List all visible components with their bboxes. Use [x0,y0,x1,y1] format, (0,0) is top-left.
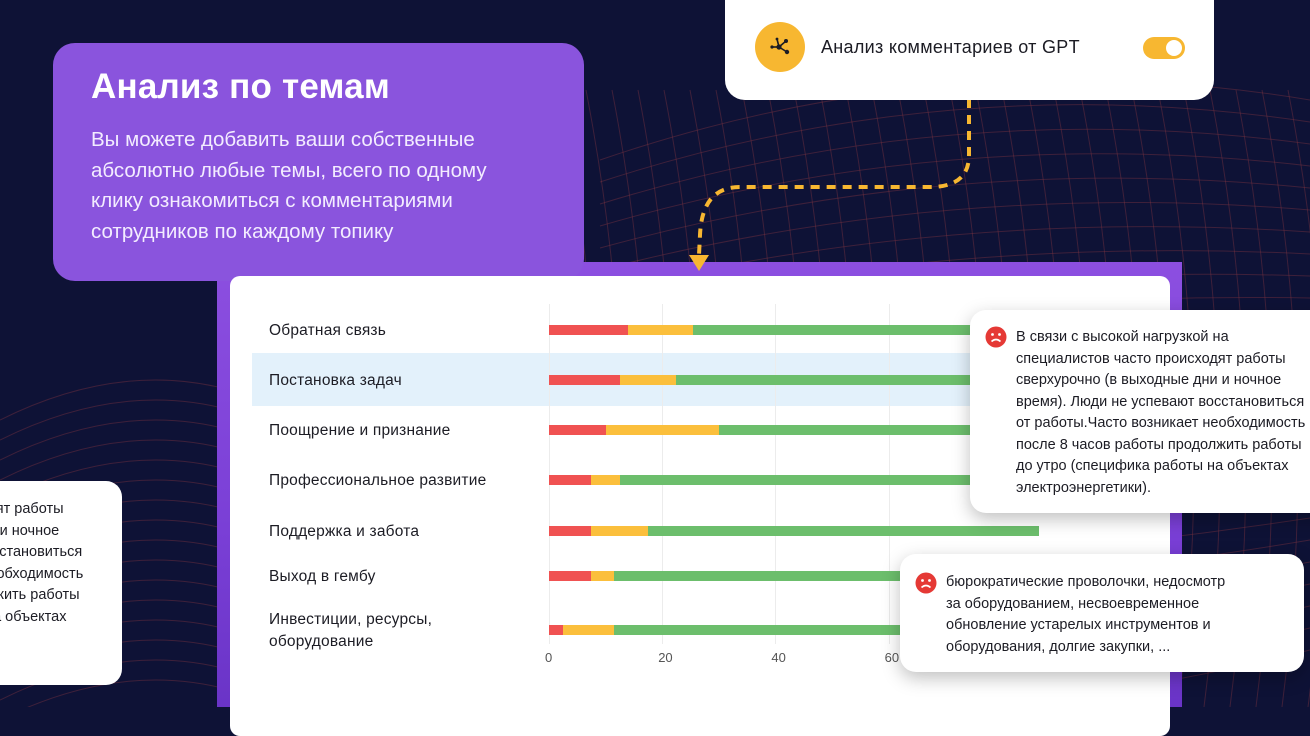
topic-label[interactable]: Профессиональное развитие [269,472,487,489]
bar-segment [549,325,629,335]
gpt-analysis-card: Анализ комментариев от GPT [725,0,1214,100]
sad-face-icon [915,572,937,594]
bar-segment [591,526,649,536]
chart-gridline [662,304,664,644]
x-tick-label: 60 [884,650,900,665]
grid-curve [0,399,231,441]
bar-segment [605,425,719,435]
grid-curve [599,104,1310,183]
bar-segment [676,375,1115,385]
chart-gridline [549,304,550,644]
page-description: Вы можете добавить ваши собственные абсо… [91,128,487,243]
bar-segment [549,425,606,435]
grid-curve [0,439,231,481]
bar-segment [563,625,615,635]
page-title: Анализ по темам [91,67,390,106]
grid-curve [599,177,1310,249]
grid-curve [0,379,231,421]
bar-segment [619,375,677,385]
comment-text: специалистов часто происходят работы све… [0,501,84,625]
comment-tooltip-top: В связи с высокой нагрузкой на специалис… [970,310,1310,513]
sad-face-icon [985,326,1007,348]
connector-arrow [689,99,971,271]
bar-segment [549,625,564,635]
bar-segment [628,325,694,335]
topic-analysis-header-card: Анализ по темам Вы можете добавить ваши … [53,43,584,281]
bar-segment [619,475,1115,485]
bar-segment [549,475,592,485]
bar-segment [718,425,1115,435]
x-tick-label: 0 [545,650,553,665]
grid-curve [27,679,231,707]
bar-segment [614,625,1011,635]
grid-curve [599,128,1310,205]
grid-curve [979,649,1310,707]
chart-gridline [888,304,890,644]
bar-segment [614,571,1011,581]
bar-segment [549,571,592,581]
bar-segment [648,526,1039,536]
bar-segment [549,375,620,385]
bar-segment [591,571,615,581]
topic-label[interactable]: Обратная связь [269,322,386,339]
x-tick-label: 20 [658,650,673,665]
topic-label[interactable]: Выход в гембу [269,568,376,585]
toggle-knob [1166,40,1182,56]
grid-curve [0,419,231,461]
grid-curve [599,153,1310,227]
comment-text: бюрократические проволочки, недосмотр за… [946,574,1226,655]
bar-segment [693,325,1115,335]
comment-tooltip-bottom: бюрократические проволочки, недосмотр за… [900,554,1304,672]
topic-label[interactable]: Постановка задач [269,372,402,389]
bar-segment [549,526,592,536]
topic-label[interactable]: Поддержка и забота [269,523,420,540]
gpt-analysis-label: Анализ комментариев от GPT [821,37,1080,57]
comment-text: В связи с высокой нагрузкой на специалис… [1016,329,1306,496]
bar-segment [591,475,620,485]
gpt-analysis-toggle[interactable] [1143,37,1185,59]
topic-label[interactable]: Инвестиции, ресурсы, оборудование [269,611,433,650]
chart-gridline [775,304,777,644]
comment-card-left: специалистов часто происходят работы све… [0,481,122,685]
topic-label[interactable]: Поощрение и признание [269,422,451,439]
x-tick-label: 40 [771,650,786,665]
network-nodes-icon [755,22,805,72]
grid-curve [1287,89,1310,707]
